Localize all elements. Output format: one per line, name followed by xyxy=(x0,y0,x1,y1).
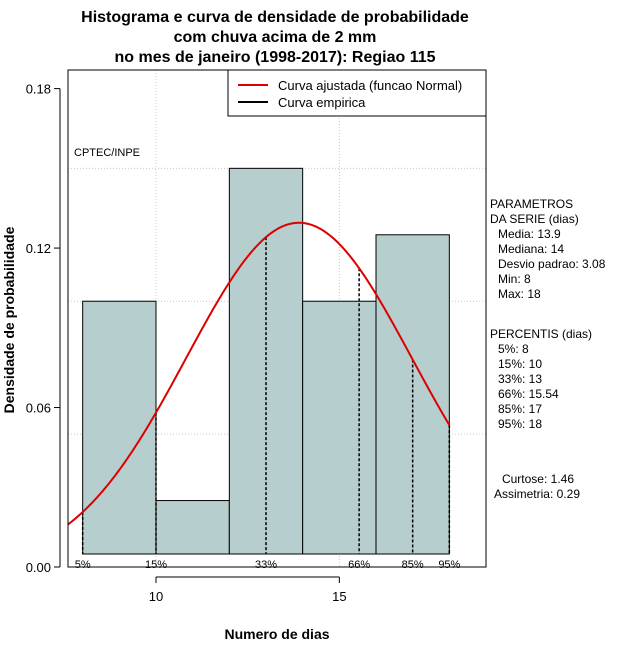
legend-entry: Curva ajustada (funcao Normal) xyxy=(278,78,462,93)
parameters-heading: DA SERIE (dias) xyxy=(490,212,579,226)
percentile-item: 66%: 15.54 xyxy=(498,387,559,401)
percentile-label: 95% xyxy=(438,559,460,571)
chart-title-line: Histograma e curva de densidade de proba… xyxy=(81,9,469,26)
axes: 0.00 0.06 0.12 0.18 10 15 xyxy=(26,82,347,604)
percentile-item: 5%: 8 xyxy=(498,342,529,356)
assimetria-stat: Assimetria: 0.29 xyxy=(494,487,580,501)
histogram-bar xyxy=(155,500,230,555)
parameter-item: Mediana: 14 xyxy=(498,242,564,256)
percentile-label: 5% xyxy=(75,559,91,571)
percentiles-heading: PERCENTIS (dias) xyxy=(490,327,592,341)
histogram-bar xyxy=(228,167,304,555)
histogram-bars xyxy=(82,167,450,555)
y-axis-label: Densidade de probabilidade xyxy=(1,226,17,413)
legend-box xyxy=(227,69,487,117)
parameter-item: Desvio padrao: 3.08 xyxy=(498,257,606,271)
y-tick-label: 0.00 xyxy=(26,560,51,575)
x-tick-label: 15 xyxy=(332,589,346,604)
percentile-label: 15% xyxy=(145,559,167,571)
parameter-item: Max: 18 xyxy=(498,287,541,301)
parameter-item: Min: 8 xyxy=(498,272,531,286)
parameters-heading: PARAMETROS xyxy=(490,197,573,211)
percentile-item: 33%: 13 xyxy=(498,372,542,386)
fitted-curve-layer xyxy=(67,221,451,526)
fitted-normal-curve xyxy=(67,221,451,526)
y-tick-label: 0.12 xyxy=(26,241,51,256)
parameter-item: Media: 13.9 xyxy=(498,227,561,241)
chart-title-line: no mes de janeiro (1998-2017): Regiao 11… xyxy=(114,49,435,66)
legend-entry: Curva empirica xyxy=(278,95,366,110)
legend: Curva ajustada (funcao Normal) Curva empi… xyxy=(227,69,487,117)
percentile-label: 33% xyxy=(255,559,277,571)
chart-title: Histograma e curva de densidade de proba… xyxy=(81,9,469,66)
percentile-item: 95%: 18 xyxy=(498,417,542,431)
histogram-bar xyxy=(302,300,377,555)
percentile-label: 85% xyxy=(402,559,424,571)
curtose-stat: Curtose: 1.46 xyxy=(502,472,574,486)
percentile-item: 15%: 10 xyxy=(498,357,542,371)
y-tick-label: 0.06 xyxy=(26,401,51,416)
histogram-bar xyxy=(82,300,157,555)
chart-title-line: com chuva acima de 2 mm xyxy=(174,29,377,46)
percentile-item: 85%: 17 xyxy=(498,402,542,416)
percentile-lines: 5% 15% 33% 66% 85% 95% xyxy=(75,237,461,571)
percentile-label: 66% xyxy=(348,559,370,571)
source-annotation: CPTEC/INPE xyxy=(74,147,140,159)
x-axis-label: Numero de dias xyxy=(224,626,329,642)
x-tick-label: 10 xyxy=(149,589,163,604)
y-tick-label: 0.18 xyxy=(26,82,51,97)
